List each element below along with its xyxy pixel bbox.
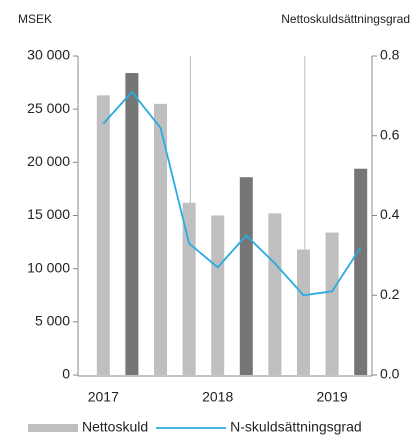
y-tick-label: 20 000 [27,153,70,169]
bar [268,213,282,375]
line [102,90,362,297]
y-tick-label: 10 000 [27,259,70,275]
bar [154,103,167,375]
y-tick-label: 5 000 [35,313,70,329]
bar [354,168,368,375]
bar [239,177,253,375]
bar [96,95,110,376]
y-tick-label: 15 000 [27,206,70,222]
y2-tick-label: 0.6 [380,126,400,142]
legend-swatch [28,424,78,432]
y-axis-label: MSEK [18,12,52,26]
y2-tick-label: 0.4 [380,206,400,222]
bar [297,249,310,375]
legend-label: N-skuldsättningsgrad [230,419,362,435]
y-tick-label: 30 000 [27,47,70,63]
y-tick-label: 0 [62,366,70,382]
y2-tick-label: 0.8 [380,47,400,63]
x-tick-label: 2017 [88,389,119,405]
bar [125,73,139,375]
bar [211,215,225,375]
y2-tick-label: 0.0 [380,366,400,382]
bar [325,232,339,375]
y2-tick-label: 0.2 [380,286,400,302]
y-tick-label: 25 000 [27,100,70,116]
y2-axis-label: Nettoskuldsättningsgrad [281,12,410,26]
x-tick-label: 2018 [202,389,233,405]
legend-label: Nettoskuld [82,419,148,435]
x-tick-label: 2019 [317,389,348,405]
